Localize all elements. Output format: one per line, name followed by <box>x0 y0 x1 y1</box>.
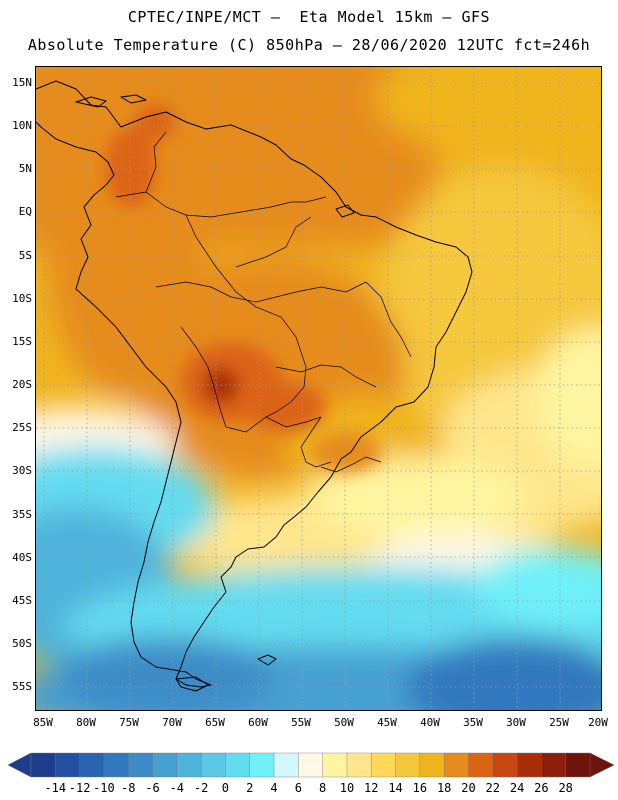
lon-label: 30W <box>506 716 526 729</box>
legend-swatch <box>395 752 421 778</box>
lat-label: 40S <box>12 551 32 564</box>
legend-swatch <box>79 752 105 778</box>
lon-label: 50W <box>334 716 354 729</box>
lat-label: 25S <box>12 421 32 434</box>
legend-swatch <box>516 752 542 778</box>
lon-label: 80W <box>76 716 96 729</box>
legend-label: -4 <box>169 781 185 795</box>
lon-label: 55W <box>291 716 311 729</box>
lon-label: 35W <box>463 716 483 729</box>
lon-label: 65W <box>205 716 225 729</box>
legend-label: 4 <box>270 781 278 795</box>
lat-label: 20S <box>12 378 32 391</box>
legend-label: 28 <box>558 781 573 795</box>
legend-label: 10 <box>339 781 355 795</box>
legend-swatch <box>371 752 397 778</box>
legend-label: -2 <box>193 781 209 795</box>
legend-swatch <box>225 752 251 778</box>
legend-label: -10 <box>93 781 115 795</box>
legend-swatch <box>492 752 518 778</box>
legend-swatch <box>200 752 226 778</box>
lon-label: 40W <box>420 716 440 729</box>
legend-swatch <box>541 752 567 778</box>
legend-swatch <box>249 752 275 778</box>
country-borders <box>115 131 412 473</box>
lat-label: EQ <box>18 205 32 218</box>
legend-label: 2 <box>246 781 254 795</box>
legend-swatch <box>103 752 129 778</box>
lat-label: 35S <box>12 508 32 521</box>
map-subtitle: Absolute Temperature (C) 850hPa – 28/06/… <box>27 36 591 54</box>
lat-label: 30S <box>12 464 32 477</box>
lat-label: 15N <box>12 76 32 89</box>
legend-arrow-low <box>7 752 32 778</box>
lat-label: 15S <box>12 335 32 348</box>
legend-swatch <box>298 752 324 778</box>
legend-arrow-high <box>589 752 615 778</box>
coastlines <box>36 80 473 692</box>
legend-label: 20 <box>461 781 476 795</box>
legend-swatch <box>55 752 81 778</box>
lat-lon-grid <box>36 67 601 710</box>
legend-swatch <box>30 752 56 778</box>
lat-label: 55S <box>12 680 32 693</box>
legend-swatch <box>128 752 154 778</box>
legend-swatch <box>152 752 178 778</box>
lon-label: 25W <box>549 716 569 729</box>
legend-swatch <box>322 752 348 778</box>
legend-swatch <box>176 752 202 778</box>
temperature-map <box>35 66 602 711</box>
legend-label: -8 <box>120 781 136 795</box>
legend-label: 8 <box>319 781 327 795</box>
legend-swatch <box>443 752 469 778</box>
legend-label: -6 <box>145 781 160 795</box>
legend-swatch <box>565 752 591 778</box>
lon-label: 70W <box>162 716 182 729</box>
lon-label: 45W <box>377 716 397 729</box>
legend-swatch <box>468 752 494 778</box>
lat-label: 5S <box>18 249 32 262</box>
legend-label: 16 <box>412 781 428 795</box>
legend-label: 18 <box>436 781 452 795</box>
map-title: CPTEC/INPE/MCT – Eta Model 15km – GFS <box>127 8 491 26</box>
legend-label: 26 <box>534 781 549 795</box>
legend-swatch <box>273 752 299 778</box>
legend-label: 14 <box>388 781 403 795</box>
legend-label: 22 <box>485 781 500 795</box>
legend-swatch <box>419 752 445 778</box>
lon-label: 20W <box>588 716 608 729</box>
lon-label: 85W <box>33 716 53 729</box>
lon-label: 60W <box>248 716 268 729</box>
lat-label: 10N <box>12 119 32 132</box>
legend-swatch <box>346 752 372 778</box>
legend-label: 0 <box>221 781 230 795</box>
color-legend <box>7 752 615 778</box>
lat-label: 10S <box>12 292 32 305</box>
lat-label: 45S <box>12 594 32 607</box>
lat-label: 50S <box>12 637 32 650</box>
legend-label: -14 <box>44 781 67 795</box>
lat-label: 5N <box>18 162 32 175</box>
lon-label: 75W <box>119 716 139 729</box>
legend-label: 24 <box>509 781 525 795</box>
legend-label: 6 <box>294 781 302 795</box>
legend-label: 12 <box>364 781 379 795</box>
legend-label: -12 <box>68 781 91 795</box>
